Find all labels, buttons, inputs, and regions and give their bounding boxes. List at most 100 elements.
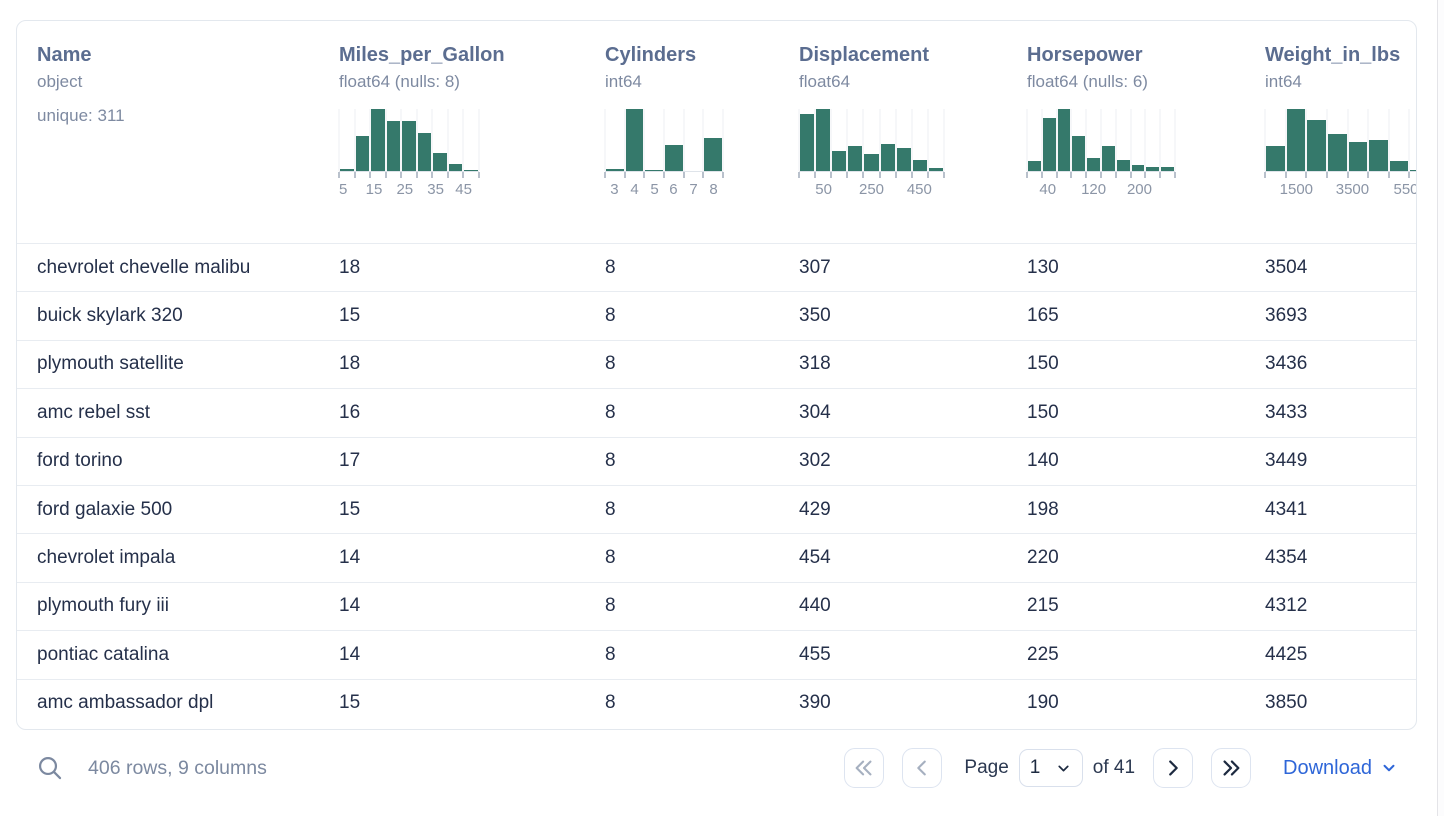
axis-tick <box>1085 172 1088 178</box>
cell-value: 17 <box>339 450 361 472</box>
axis-tick-label: 6 <box>669 181 678 198</box>
page-select[interactable]: 1 <box>1018 749 1083 787</box>
footer: 406 rows, 9 columns Page 1 of 41 <box>0 740 1444 796</box>
cell-value: 455 <box>799 643 831 665</box>
axis-tick-label: 40 <box>1039 181 1057 198</box>
last-page-button[interactable] <box>1211 748 1252 788</box>
axis-tick <box>910 172 913 178</box>
chevron-down-icon <box>1058 765 1069 771</box>
axis-tick-label: 450 <box>906 181 932 198</box>
table-row: plymouth satellite 18 8 318 150 3436 <box>17 339 1416 388</box>
histogram-tick-labels: 50 250 450 <box>799 181 944 201</box>
axis-tick <box>1284 172 1287 178</box>
axis-tick-label: 1500 <box>1279 181 1314 198</box>
first-page-button[interactable] <box>844 748 885 788</box>
axis-tick <box>1174 172 1176 178</box>
histogram-gridline <box>354 109 356 171</box>
cell-value: 3449 <box>1265 450 1308 472</box>
chevron-right-icon <box>1169 760 1178 776</box>
column-type: float64 (nulls: 6) <box>1027 72 1148 91</box>
table-row: chevrolet impala 14 8 454 220 4354 <box>17 533 1416 581</box>
axis-tick <box>894 172 897 178</box>
histogram-bar <box>1307 119 1326 171</box>
histogram-bar <box>1327 133 1347 171</box>
cell-value: 4354 <box>1265 547 1308 569</box>
cell-value: 14 <box>339 547 361 569</box>
table-row: amc ambassador dpl 15 8 390 190 3850 <box>17 678 1416 727</box>
histogram-gridline <box>1285 109 1287 171</box>
histogram-gridline <box>830 109 832 171</box>
column-name: Horsepower <box>1027 44 1143 66</box>
histogram-gridline <box>1388 109 1390 171</box>
histogram-bar <box>928 167 943 171</box>
histogram-bar <box>832 150 847 171</box>
next-page-button[interactable] <box>1153 748 1194 788</box>
axis-tick-label: 35 <box>427 181 444 198</box>
axis-tick <box>338 172 340 178</box>
cell-value: 8 <box>605 353 616 375</box>
axis-tick-label: 45 <box>455 181 472 198</box>
cell-value: 220 <box>1027 547 1059 569</box>
chevron-left-icon <box>917 760 927 776</box>
cell-value: 304 <box>799 401 831 423</box>
cell-value: 140 <box>1027 450 1059 472</box>
axis-tick-label: 5 <box>650 181 659 198</box>
histogram-bar <box>625 109 644 171</box>
column-header-displacement[interactable]: Displacement float64 50 250 450 <box>798 21 1027 243</box>
histogram-plot <box>338 109 480 171</box>
histogram-gridline <box>798 109 800 171</box>
histogram-bar <box>1028 161 1041 171</box>
histogram-bar <box>645 169 663 171</box>
axis-tick-label: 25 <box>396 181 414 198</box>
histogram-gridline <box>1041 109 1043 171</box>
cell-value: 150 <box>1027 353 1059 375</box>
cell-value: 4312 <box>1265 595 1308 617</box>
cell-value: 8 <box>605 498 616 520</box>
histogram-gridline <box>447 109 449 171</box>
histogram-bar <box>665 144 683 171</box>
histogram-bar <box>848 146 863 171</box>
axis-tick <box>722 172 724 178</box>
axis-tick <box>846 172 849 178</box>
cell-value: 8 <box>605 692 616 714</box>
axis-tick <box>798 172 800 178</box>
histogram-gridline <box>338 109 340 171</box>
axis-tick <box>1305 172 1308 178</box>
cell-name: ford galaxie 500 <box>37 498 173 520</box>
search-icon[interactable] <box>36 754 64 782</box>
cell-name: buick skylark 320 <box>37 305 183 327</box>
column-header-weight_in_lbs[interactable]: Weight_in_lbs int64 1500 3500 5500 <box>1264 21 1416 243</box>
axis-tick-label: 15 <box>365 181 383 198</box>
histogram-bar <box>1266 145 1285 171</box>
page-label: Page <box>964 757 1009 778</box>
page-select-value: 1 <box>1029 757 1041 778</box>
column-header-cylinders[interactable]: Cylinders int64 3 4 5 6 7 8 <box>604 21 799 243</box>
histogram-gridline <box>604 109 606 171</box>
axis-tick <box>1325 172 1328 178</box>
axis-tick <box>702 172 705 178</box>
axis-tick <box>400 172 403 178</box>
histogram-bar <box>1042 117 1056 171</box>
histogram-gridline <box>814 109 816 171</box>
column-header-miles_per_gallon[interactable]: Miles_per_Gallon float64 (nulls: 8) 5 15 25 3… <box>338 21 605 243</box>
cell-value: 8 <box>605 595 616 617</box>
column-type: float64 <box>799 72 851 91</box>
axis-tick <box>478 172 480 178</box>
cell-value: 15 <box>339 498 361 520</box>
column-name: Miles_per_Gallon <box>339 44 505 66</box>
cell-name: plymouth satellite <box>37 353 184 375</box>
column-header-name[interactable]: Name object unique: 311 <box>37 21 339 243</box>
prev-page-button[interactable] <box>902 748 943 788</box>
axis-tick-label: 5 <box>339 181 348 198</box>
download-button[interactable]: Download <box>1283 757 1398 780</box>
column-header-horsepower[interactable]: Horsepower float64 (nulls: 6) 40 120 200 <box>1026 21 1265 243</box>
cell-value: 18 <box>339 256 361 278</box>
axis-tick-label: 250 <box>858 181 885 198</box>
cell-value: 429 <box>799 498 831 520</box>
cell-value: 3433 <box>1265 401 1308 423</box>
cell-value: 350 <box>799 305 831 327</box>
cell-value: 198 <box>1027 498 1059 520</box>
